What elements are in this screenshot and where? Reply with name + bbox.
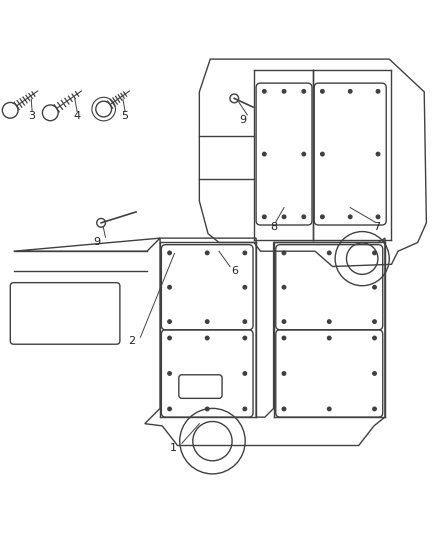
Circle shape [205, 320, 209, 324]
Circle shape [243, 286, 247, 289]
Circle shape [243, 336, 247, 340]
Circle shape [328, 336, 331, 340]
Circle shape [321, 215, 324, 219]
Circle shape [168, 407, 171, 410]
Text: 9: 9 [240, 115, 247, 125]
Text: 2: 2 [128, 336, 135, 346]
Circle shape [321, 90, 324, 93]
Circle shape [205, 407, 209, 410]
Text: 7: 7 [374, 222, 381, 232]
Circle shape [282, 372, 286, 375]
Text: 3: 3 [28, 111, 35, 121]
Circle shape [262, 152, 266, 156]
Circle shape [282, 286, 286, 289]
Circle shape [328, 251, 331, 255]
Text: 8: 8 [270, 222, 277, 232]
Circle shape [302, 215, 306, 219]
Text: 5: 5 [122, 111, 129, 121]
Text: 4: 4 [74, 111, 81, 121]
Text: 9: 9 [93, 238, 100, 247]
Circle shape [168, 336, 171, 340]
Circle shape [302, 152, 306, 156]
Circle shape [168, 372, 171, 375]
Circle shape [373, 251, 376, 255]
Circle shape [168, 251, 171, 255]
Circle shape [373, 407, 376, 410]
Circle shape [282, 251, 286, 255]
Circle shape [282, 320, 286, 324]
Circle shape [243, 320, 247, 324]
Circle shape [205, 251, 209, 255]
Circle shape [283, 90, 286, 93]
Circle shape [376, 152, 380, 156]
Circle shape [349, 90, 352, 93]
Circle shape [243, 407, 247, 410]
Circle shape [243, 251, 247, 255]
Circle shape [321, 152, 324, 156]
Circle shape [302, 90, 306, 93]
Text: 1: 1 [170, 443, 177, 453]
Circle shape [328, 407, 331, 410]
Circle shape [168, 286, 171, 289]
Circle shape [328, 320, 331, 324]
Circle shape [283, 215, 286, 219]
Circle shape [349, 215, 352, 219]
Circle shape [262, 90, 266, 93]
Circle shape [282, 336, 286, 340]
Circle shape [373, 286, 376, 289]
Circle shape [262, 215, 266, 219]
Circle shape [373, 372, 376, 375]
Circle shape [205, 336, 209, 340]
Circle shape [243, 372, 247, 375]
Circle shape [373, 320, 376, 324]
Circle shape [376, 215, 380, 219]
Circle shape [168, 320, 171, 324]
Circle shape [373, 336, 376, 340]
Circle shape [282, 407, 286, 410]
Circle shape [376, 90, 380, 93]
Text: 6: 6 [231, 266, 238, 276]
